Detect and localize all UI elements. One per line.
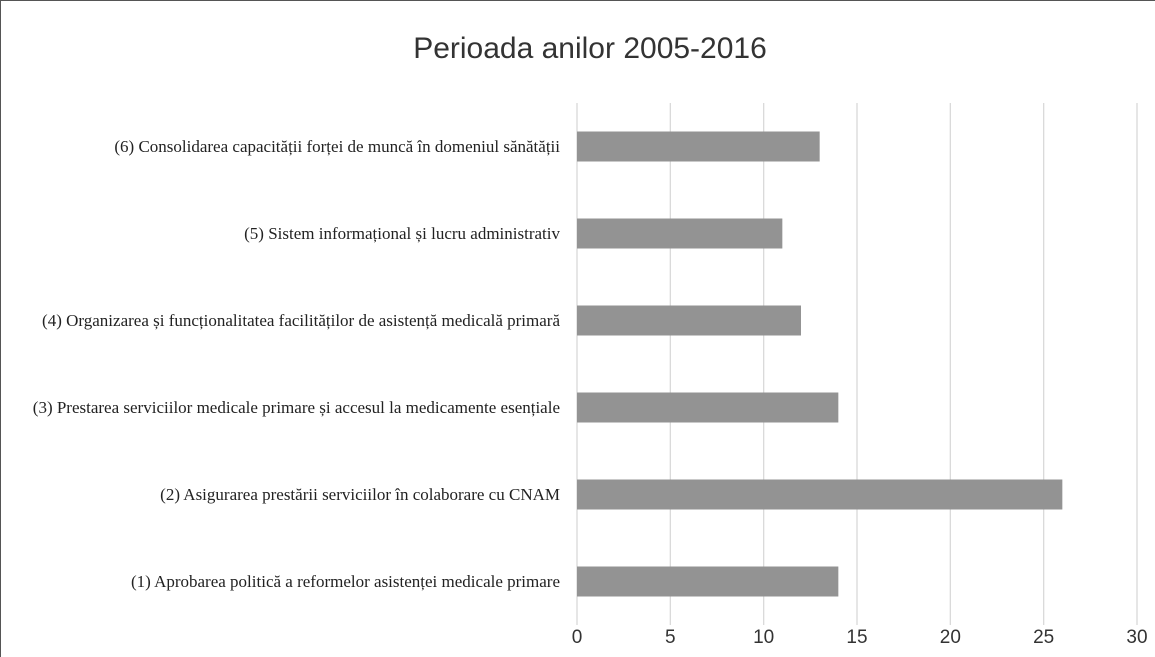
category-label-box: (6) Consolidarea capacității forței de m…: [10, 117, 560, 177]
category-label-box: (1) Aprobarea politică a reformelor asis…: [10, 552, 560, 612]
y-tick-label: (3) Prestarea serviciilor medicale prima…: [32, 397, 560, 417]
y-tick-label: (5) Sistem informațional și lucru admini…: [244, 223, 560, 243]
chart-title: Perioada anilor 2005-2016: [413, 32, 767, 65]
y-tick-label: (1) Aprobarea politică a reformelor asis…: [130, 571, 560, 591]
category-label-box: (4) Organizarea și funcționalitatea faci…: [10, 291, 560, 351]
bar: [577, 305, 801, 336]
bar: [577, 218, 783, 249]
x-tick-label: 10: [753, 627, 774, 648]
y-tick-label: (4) Organizarea și funcționalitatea faci…: [42, 310, 560, 330]
bar: [577, 479, 1063, 510]
category-label-box: (3) Prestarea serviciilor medicale prima…: [10, 378, 560, 438]
x-tick-label: 30: [1126, 627, 1147, 648]
x-tick-label: 15: [846, 627, 867, 648]
x-tick-label: 25: [1033, 627, 1054, 648]
y-tick-label: (2) Asigurarea prestării serviciilor în …: [160, 484, 560, 504]
x-tick-label: 0: [572, 627, 583, 648]
x-tick-label: 20: [940, 627, 961, 648]
y-tick-label: (6) Consolidarea capacității forței de m…: [114, 136, 560, 156]
bar: [577, 131, 820, 162]
category-label-box: (5) Sistem informațional și lucru admini…: [10, 204, 560, 264]
bar: [577, 566, 839, 597]
bar: [577, 392, 839, 423]
category-label-box: (2) Asigurarea prestării serviciilor în …: [10, 465, 560, 525]
x-tick-label: 5: [665, 627, 676, 648]
